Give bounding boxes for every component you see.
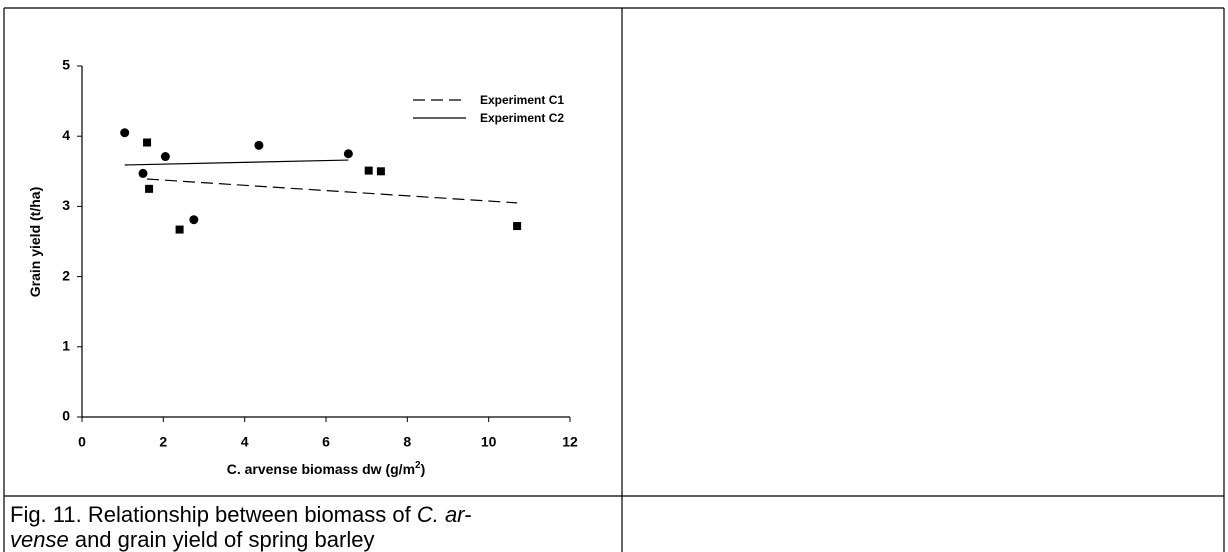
- caption-line: vense and grain yield of spring barley: [10, 527, 374, 552]
- trend-line: [124, 159, 349, 166]
- y-tick-label: 4: [62, 127, 70, 143]
- y-axis-label: Grain yield (t/ha): [27, 187, 43, 297]
- legend-label: Experiment C2: [480, 111, 564, 125]
- y-tick-label: 3: [62, 197, 70, 213]
- point: [160, 152, 170, 162]
- caption-line: Fig. 11. Relationship between biomass of…: [10, 502, 471, 527]
- y-tick-label: 0: [62, 408, 70, 424]
- x-label-text: C. arvense biomass dw (g/m: [227, 461, 415, 477]
- caption-text: Fig. 11. Relationship between biomass of: [10, 502, 417, 527]
- point: [143, 138, 152, 147]
- x-tick-label: 2: [159, 434, 167, 450]
- point: [120, 128, 130, 138]
- x-tick-label: 6: [322, 434, 330, 450]
- x-label-end: ): [421, 461, 426, 477]
- point: [376, 167, 385, 176]
- point: [343, 149, 353, 159]
- legend-label: Experiment C1: [480, 93, 564, 107]
- point: [513, 222, 522, 231]
- x-tick-label: 8: [403, 434, 411, 450]
- caption-text: and grain yield of spring barley: [69, 527, 375, 552]
- point: [138, 168, 148, 178]
- y-tick-label: 1: [62, 338, 70, 354]
- x-tick-label: 0: [78, 434, 86, 450]
- x-tick-label: 12: [562, 434, 578, 450]
- point: [175, 225, 184, 234]
- y-tick-label: 2: [62, 267, 70, 283]
- point: [145, 184, 154, 193]
- point: [189, 215, 199, 225]
- y-tick-label: 5: [62, 57, 70, 73]
- point: [364, 166, 373, 175]
- caption-text: vense: [10, 527, 69, 552]
- x-tick-label: 10: [481, 434, 497, 450]
- x-label-sup: 2: [415, 460, 421, 471]
- table-borders: [3, 7, 1225, 552]
- x-tick-label: 4: [241, 434, 249, 450]
- x-axis-label: C. arvense biomass dw (g/m2): [227, 460, 426, 477]
- trend-line: [147, 178, 518, 204]
- caption-text: C. ar-: [417, 502, 472, 527]
- point: [254, 140, 264, 150]
